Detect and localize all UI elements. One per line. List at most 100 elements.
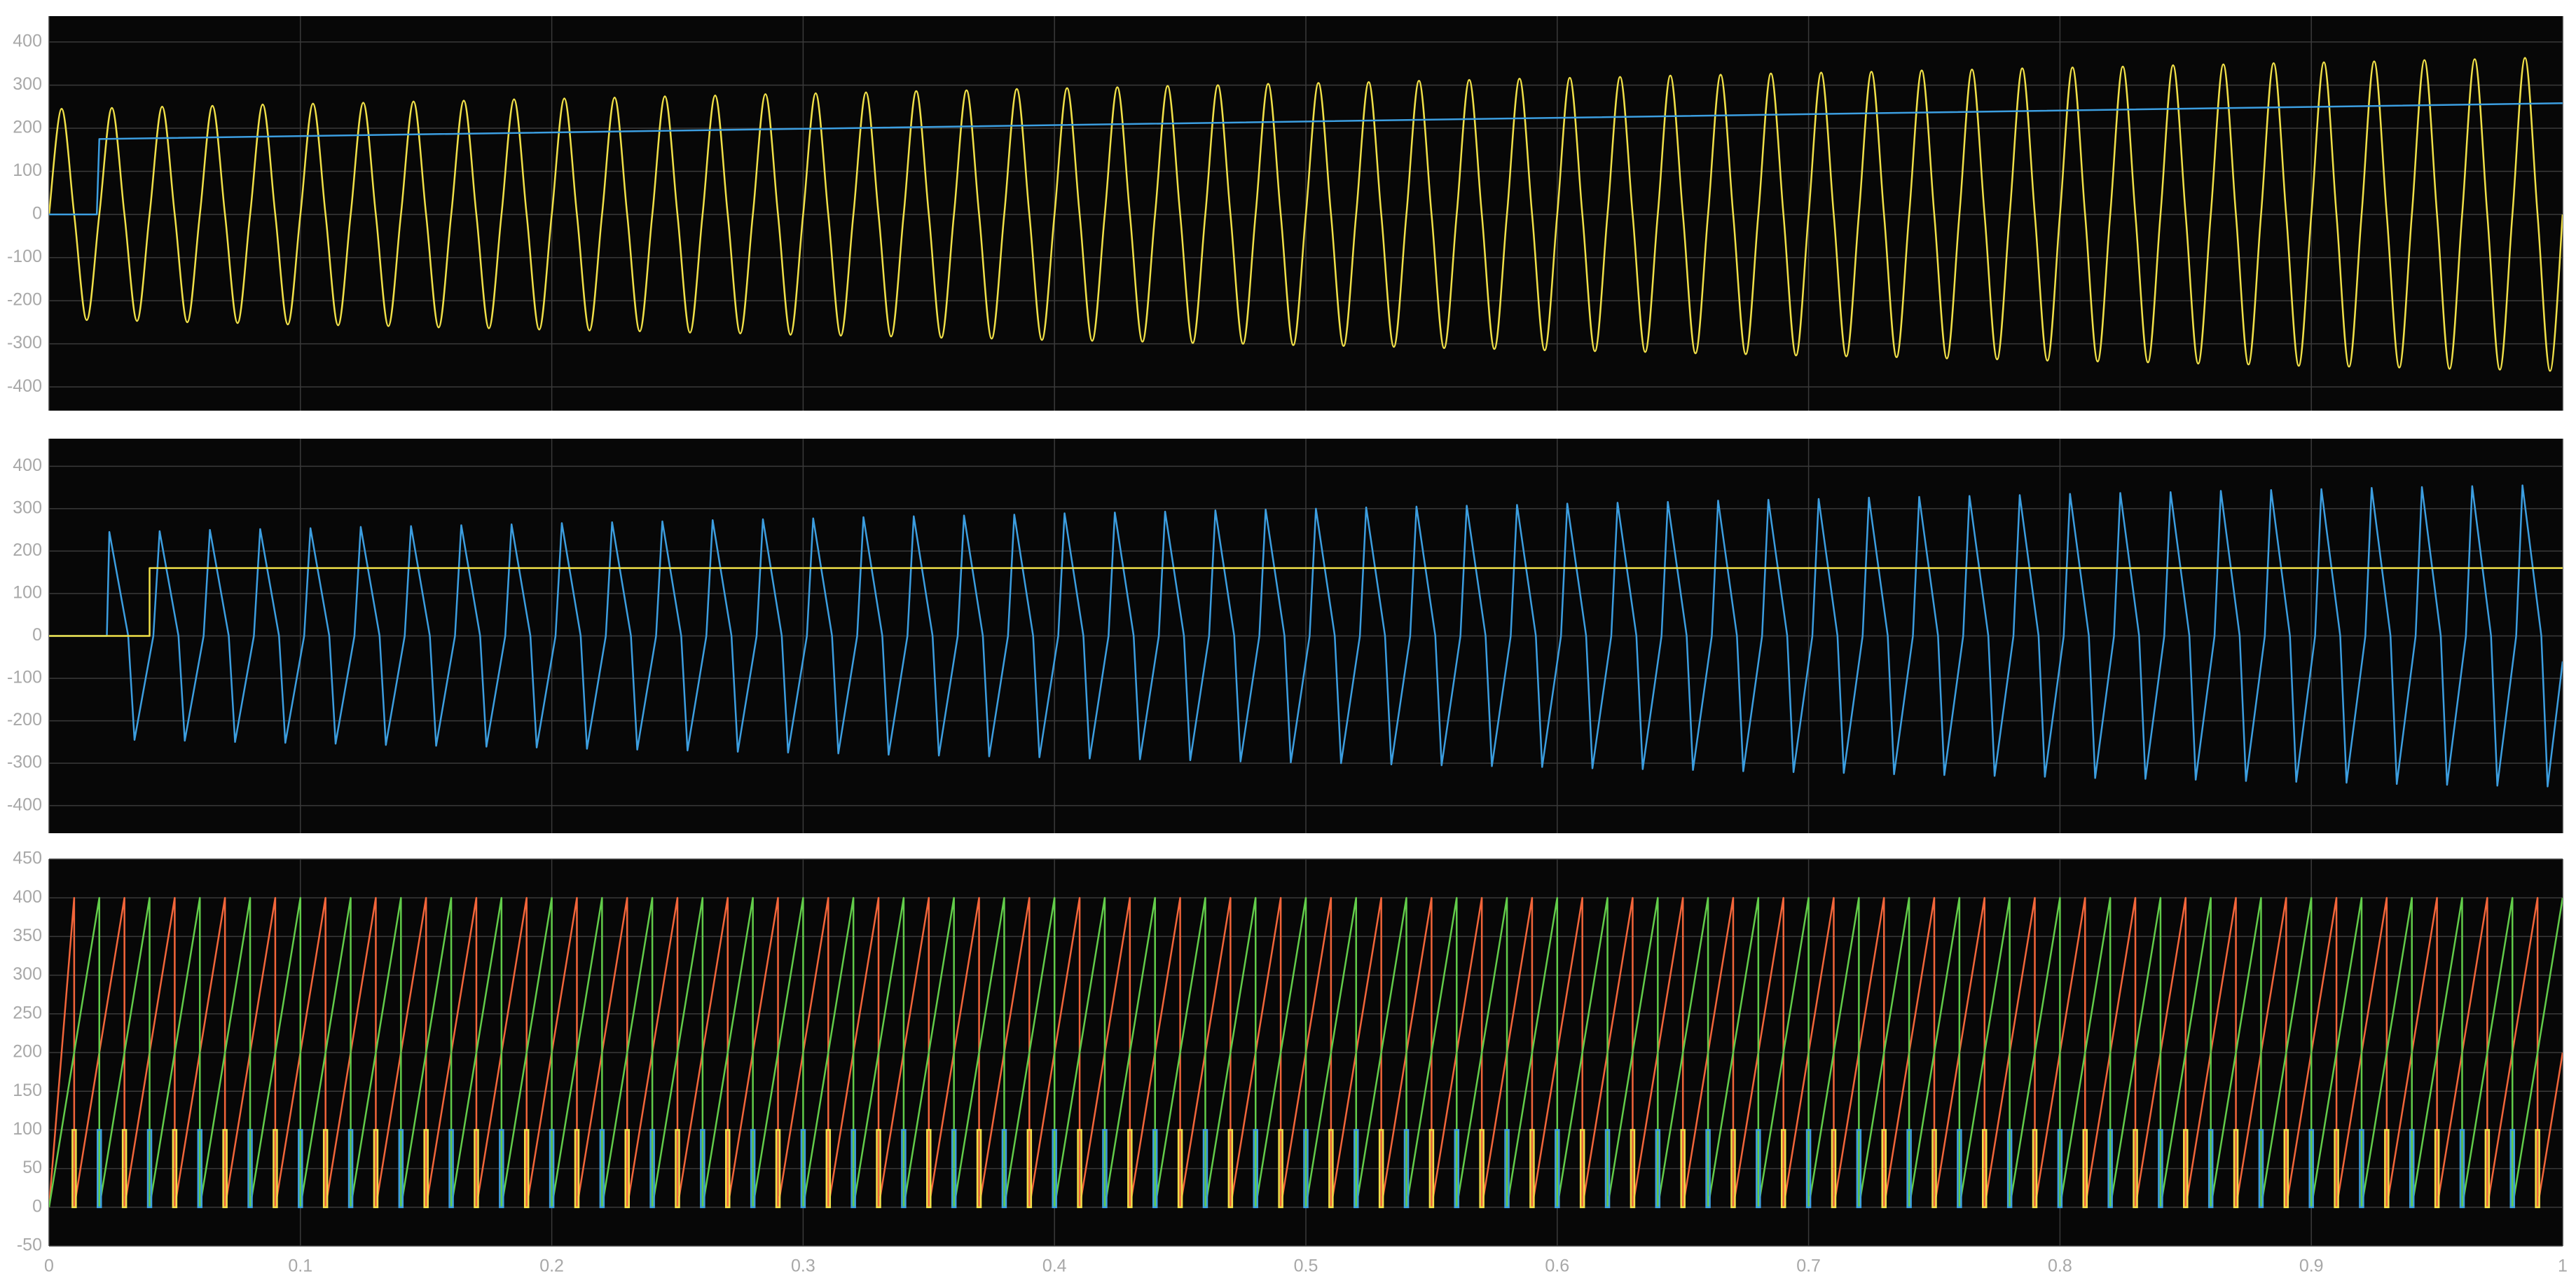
- signal-line: [49, 57, 2563, 372]
- pulse: [1278, 1129, 1283, 1209]
- pulse: [2434, 1129, 2440, 1209]
- pulse: [1202, 1129, 1208, 1209]
- y-tick-label: -300: [7, 333, 42, 352]
- y-tick-label: -100: [7, 247, 42, 266]
- plot-lines: [49, 57, 2563, 372]
- pulse: [2509, 1129, 2515, 1209]
- y-tick-label: 400: [13, 887, 42, 907]
- plot-lines: [49, 896, 2563, 1209]
- x-tick-label: 0.5: [1294, 1256, 1318, 1276]
- pulse: [1052, 1129, 1057, 1209]
- pulse: [2207, 1129, 2214, 1209]
- pulse: [222, 1129, 228, 1209]
- y-tick-label: -200: [7, 290, 42, 310]
- x-tick-label: 0.3: [791, 1256, 815, 1276]
- pulse: [1780, 1129, 1786, 1209]
- y-tick-label: -400: [7, 795, 42, 814]
- pulse: [172, 1129, 178, 1209]
- pulse: [2107, 1129, 2113, 1209]
- x-tick-label: 1: [2558, 1256, 2568, 1276]
- y-tick-label: -100: [7, 668, 42, 687]
- y-tick-label: 50: [22, 1158, 42, 1177]
- pulse: [2057, 1129, 2063, 1209]
- y-tick-label: 0: [32, 204, 42, 224]
- pulse: [1730, 1129, 1736, 1209]
- pulse: [1982, 1129, 1988, 1209]
- pulse: [1931, 1129, 1937, 1209]
- y-tick-label: -50: [17, 1235, 42, 1255]
- x-tick-label: 0.6: [1545, 1256, 1569, 1276]
- y-tick-label: -400: [7, 376, 42, 396]
- pulse: [1328, 1129, 1334, 1209]
- pulse: [1655, 1129, 1661, 1209]
- pulse: [1077, 1129, 1082, 1209]
- x-tick-label: 0.9: [2299, 1256, 2324, 1276]
- x-tick-label: 0.4: [1042, 1256, 1067, 1276]
- y-tick-label: 100: [13, 160, 42, 180]
- y-tick-label: 100: [13, 583, 42, 603]
- pulse: [649, 1129, 655, 1209]
- pulse: [1001, 1129, 1007, 1209]
- pulse: [322, 1129, 329, 1209]
- pulse: [1152, 1129, 1158, 1209]
- pulse: [1881, 1129, 1887, 1209]
- pulse: [1177, 1129, 1183, 1209]
- pulse: [549, 1129, 555, 1209]
- pulse: [1680, 1129, 1686, 1209]
- pulse: [775, 1129, 781, 1209]
- pulse: [1957, 1129, 1962, 1209]
- y-tick-label: -200: [7, 710, 42, 729]
- pulse: [2006, 1129, 2013, 1209]
- pulse: [1856, 1129, 1862, 1209]
- pulse: [2158, 1129, 2163, 1209]
- pulse: [750, 1129, 756, 1209]
- pulse: [1529, 1129, 1535, 1209]
- pulse: [97, 1129, 102, 1209]
- y-tick-label: 0: [32, 625, 42, 645]
- pulse: [574, 1129, 580, 1209]
- pulse: [1756, 1129, 1761, 1209]
- pulse: [2459, 1129, 2465, 1209]
- pulse: [2133, 1129, 2138, 1209]
- pulse: [1378, 1129, 1384, 1209]
- pulse: [675, 1129, 680, 1209]
- signal-line: [49, 484, 2563, 788]
- pulse: [499, 1129, 504, 1209]
- pulse: [800, 1129, 806, 1209]
- pulse: [1555, 1129, 1560, 1209]
- pulse: [926, 1129, 932, 1209]
- pulse: [1303, 1129, 1309, 1209]
- pulse: [448, 1129, 454, 1209]
- y-tick-label: 100: [13, 1119, 42, 1139]
- y-tick-label: 250: [13, 1003, 42, 1022]
- pulse: [1479, 1129, 1485, 1209]
- signal-line: [49, 896, 2563, 1209]
- pulse: [1026, 1129, 1033, 1209]
- pulse: [2258, 1129, 2264, 1209]
- pulse: [1127, 1129, 1133, 1209]
- pulse: [725, 1129, 731, 1209]
- pulse: [398, 1129, 404, 1209]
- y-tick-label: 200: [13, 1042, 42, 1062]
- pulse: [1805, 1129, 1812, 1209]
- pulse: [1227, 1129, 1234, 1209]
- pulse: [1705, 1129, 1711, 1209]
- x-tick-label: 0.8: [2048, 1256, 2072, 1276]
- y-tick-label: 400: [13, 455, 42, 475]
- pulse: [2384, 1129, 2390, 1209]
- x-tick-label: 0.7: [1796, 1256, 1821, 1276]
- pulse: [2032, 1129, 2038, 1209]
- pulse: [2082, 1129, 2088, 1209]
- y-tick-label: 150: [13, 1081, 42, 1100]
- pulse: [2308, 1129, 2314, 1209]
- pulse: [2233, 1129, 2239, 1209]
- y-tick-label: 300: [13, 964, 42, 984]
- x-tick-label: 0.2: [539, 1256, 564, 1276]
- pulse: [1253, 1129, 1258, 1209]
- signal-line: [49, 567, 2563, 637]
- pulse: [951, 1129, 957, 1209]
- pulse: [976, 1129, 982, 1209]
- pulse: [1428, 1129, 1435, 1209]
